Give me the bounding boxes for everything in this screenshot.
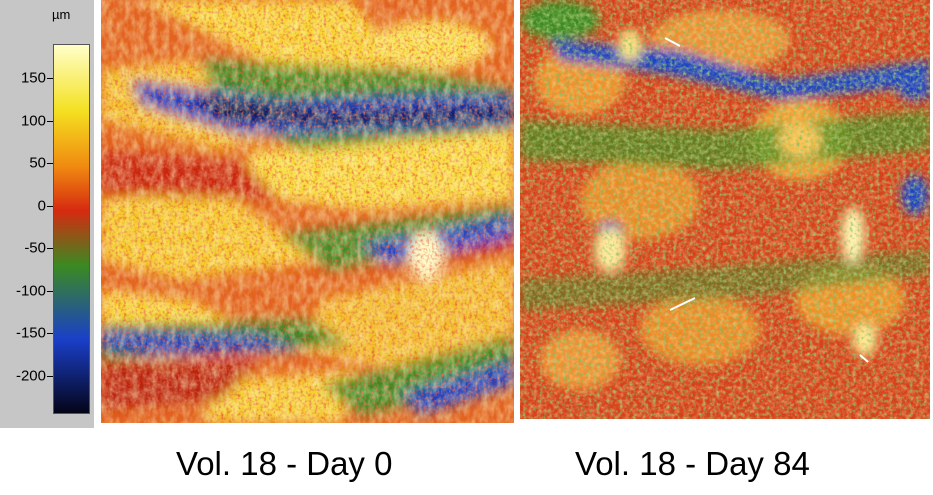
color-scale-panel: µm 150 100 50 0 -50 -100 -150 -200 [0, 0, 94, 428]
scale-tick-mark [47, 375, 53, 377]
scale-unit-label: µm [52, 7, 71, 22]
scale-tick-label: 100 [20, 112, 46, 129]
scale-tick-label: -50 [24, 239, 46, 257]
caption-day-84: Vol. 18 - Day 84 [575, 445, 810, 482]
scale-tick-mark [47, 78, 53, 79]
scale-tick-mark [47, 290, 53, 292]
scale-tick-mark [47, 333, 53, 334]
scale-tick-label: -150 [15, 324, 46, 342]
scale-tick-label: 150 [20, 69, 46, 87]
scale-tick-label: 50 [29, 154, 46, 172]
scale-tick-label: -100 [15, 282, 46, 299]
caption-day-0: Vol. 18 - Day 0 [176, 445, 393, 482]
scale-tick-label: 0 [37, 197, 46, 214]
topography-map-day-84 [520, 0, 930, 419]
scale-tick-mark [47, 120, 53, 122]
scale-tick-label: -200 [15, 367, 46, 384]
topography-map-day-0 [101, 0, 514, 423]
scale-tick-mark [47, 248, 53, 249]
scale-tick-mark [47, 163, 53, 164]
topography-image-day-0 [101, 0, 514, 423]
topography-image-day-84 [520, 0, 930, 419]
color-scale-bar [53, 44, 90, 414]
scale-tick-mark [47, 205, 53, 207]
